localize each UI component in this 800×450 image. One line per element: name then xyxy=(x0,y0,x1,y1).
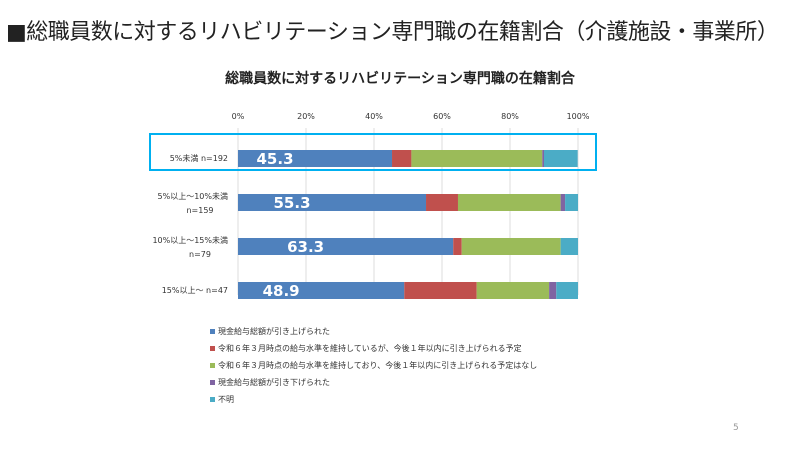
bar-segment xyxy=(476,282,550,299)
highlight-box xyxy=(149,133,597,171)
legend-label: 現金給与総額が引き上げられた xyxy=(218,327,330,336)
data-label: 48.9 xyxy=(263,282,300,300)
bar-segment xyxy=(238,238,454,255)
category-label: 10%以上～15%未満 n=79 xyxy=(152,235,228,259)
legend-swatch xyxy=(210,329,215,334)
x-tick-label: 0% xyxy=(232,112,245,121)
legend-item: 令和６年３月時点の給与水準を維持しているが、今後１年以内に引き上げられる予定 xyxy=(210,340,537,357)
legend-swatch xyxy=(210,346,215,351)
legend-label: 現金給与総額が引き下げられた xyxy=(218,378,330,387)
page-number: 5 xyxy=(733,423,739,433)
bar-segment xyxy=(560,194,566,211)
legend-swatch xyxy=(210,397,215,402)
legend-item: 不明 xyxy=(210,391,537,408)
x-tick-label: 80% xyxy=(501,112,519,121)
category-label: 15%以上～ n=47 xyxy=(162,286,228,295)
bar-segment xyxy=(238,282,405,299)
legend-item: 令和６年３月時点の給与水準を維持しており、今後１年以内に引き上げられる予定はなし xyxy=(210,357,537,374)
chart-title: 総職員数に対するリハビリテーション専門職の在籍割合 xyxy=(225,71,575,87)
category-label: 5%以上～10%未満 n=159 xyxy=(158,191,228,215)
legend: 現金給与総額が引き上げられた令和６年３月時点の給与水準を維持しているが、今後１年… xyxy=(210,323,537,408)
bar-segment xyxy=(392,150,412,167)
x-tick-label: 20% xyxy=(297,112,315,121)
bar-segment xyxy=(453,238,462,255)
bar-segment xyxy=(544,150,578,167)
bar-segment xyxy=(238,150,393,167)
bar-segment xyxy=(238,194,427,211)
data-label: 45.3 xyxy=(257,150,294,168)
legend-label: 不明 xyxy=(218,395,234,404)
legend-item: 現金給与総額が引き上げられた xyxy=(210,323,537,340)
bar-segment xyxy=(556,282,578,299)
legend-label: 令和６年３月時点の給与水準を維持しているが、今後１年以内に引き上げられる予定 xyxy=(218,344,522,353)
bar-segment xyxy=(542,150,544,167)
legend-swatch xyxy=(210,363,215,368)
bar-segment xyxy=(411,150,543,167)
x-tick-label: 100% xyxy=(567,112,590,121)
bar-segment xyxy=(461,238,561,255)
category-label: 5%未満 n=192 xyxy=(170,153,228,163)
bar-segment xyxy=(426,194,458,211)
legend-swatch xyxy=(210,380,215,385)
x-tick-label: 40% xyxy=(365,112,383,121)
slide-title: ■総職員数に対するリハビリテーション専門職の在籍割合（介護施設・事業所） xyxy=(6,20,779,45)
bar-segment xyxy=(560,238,578,255)
legend-item: 現金給与総額が引き下げられた xyxy=(210,374,537,391)
x-tick-label: 60% xyxy=(433,112,451,121)
bar-segment xyxy=(404,282,477,299)
legend-label: 令和６年３月時点の給与水準を維持しており、今後１年以内に引き上げられる予定はなし xyxy=(218,361,538,370)
bar-segment xyxy=(549,282,557,299)
data-label: 63.3 xyxy=(287,238,324,256)
bar-segment xyxy=(565,194,578,211)
bar-segment xyxy=(457,194,561,211)
data-label: 55.3 xyxy=(274,194,311,212)
